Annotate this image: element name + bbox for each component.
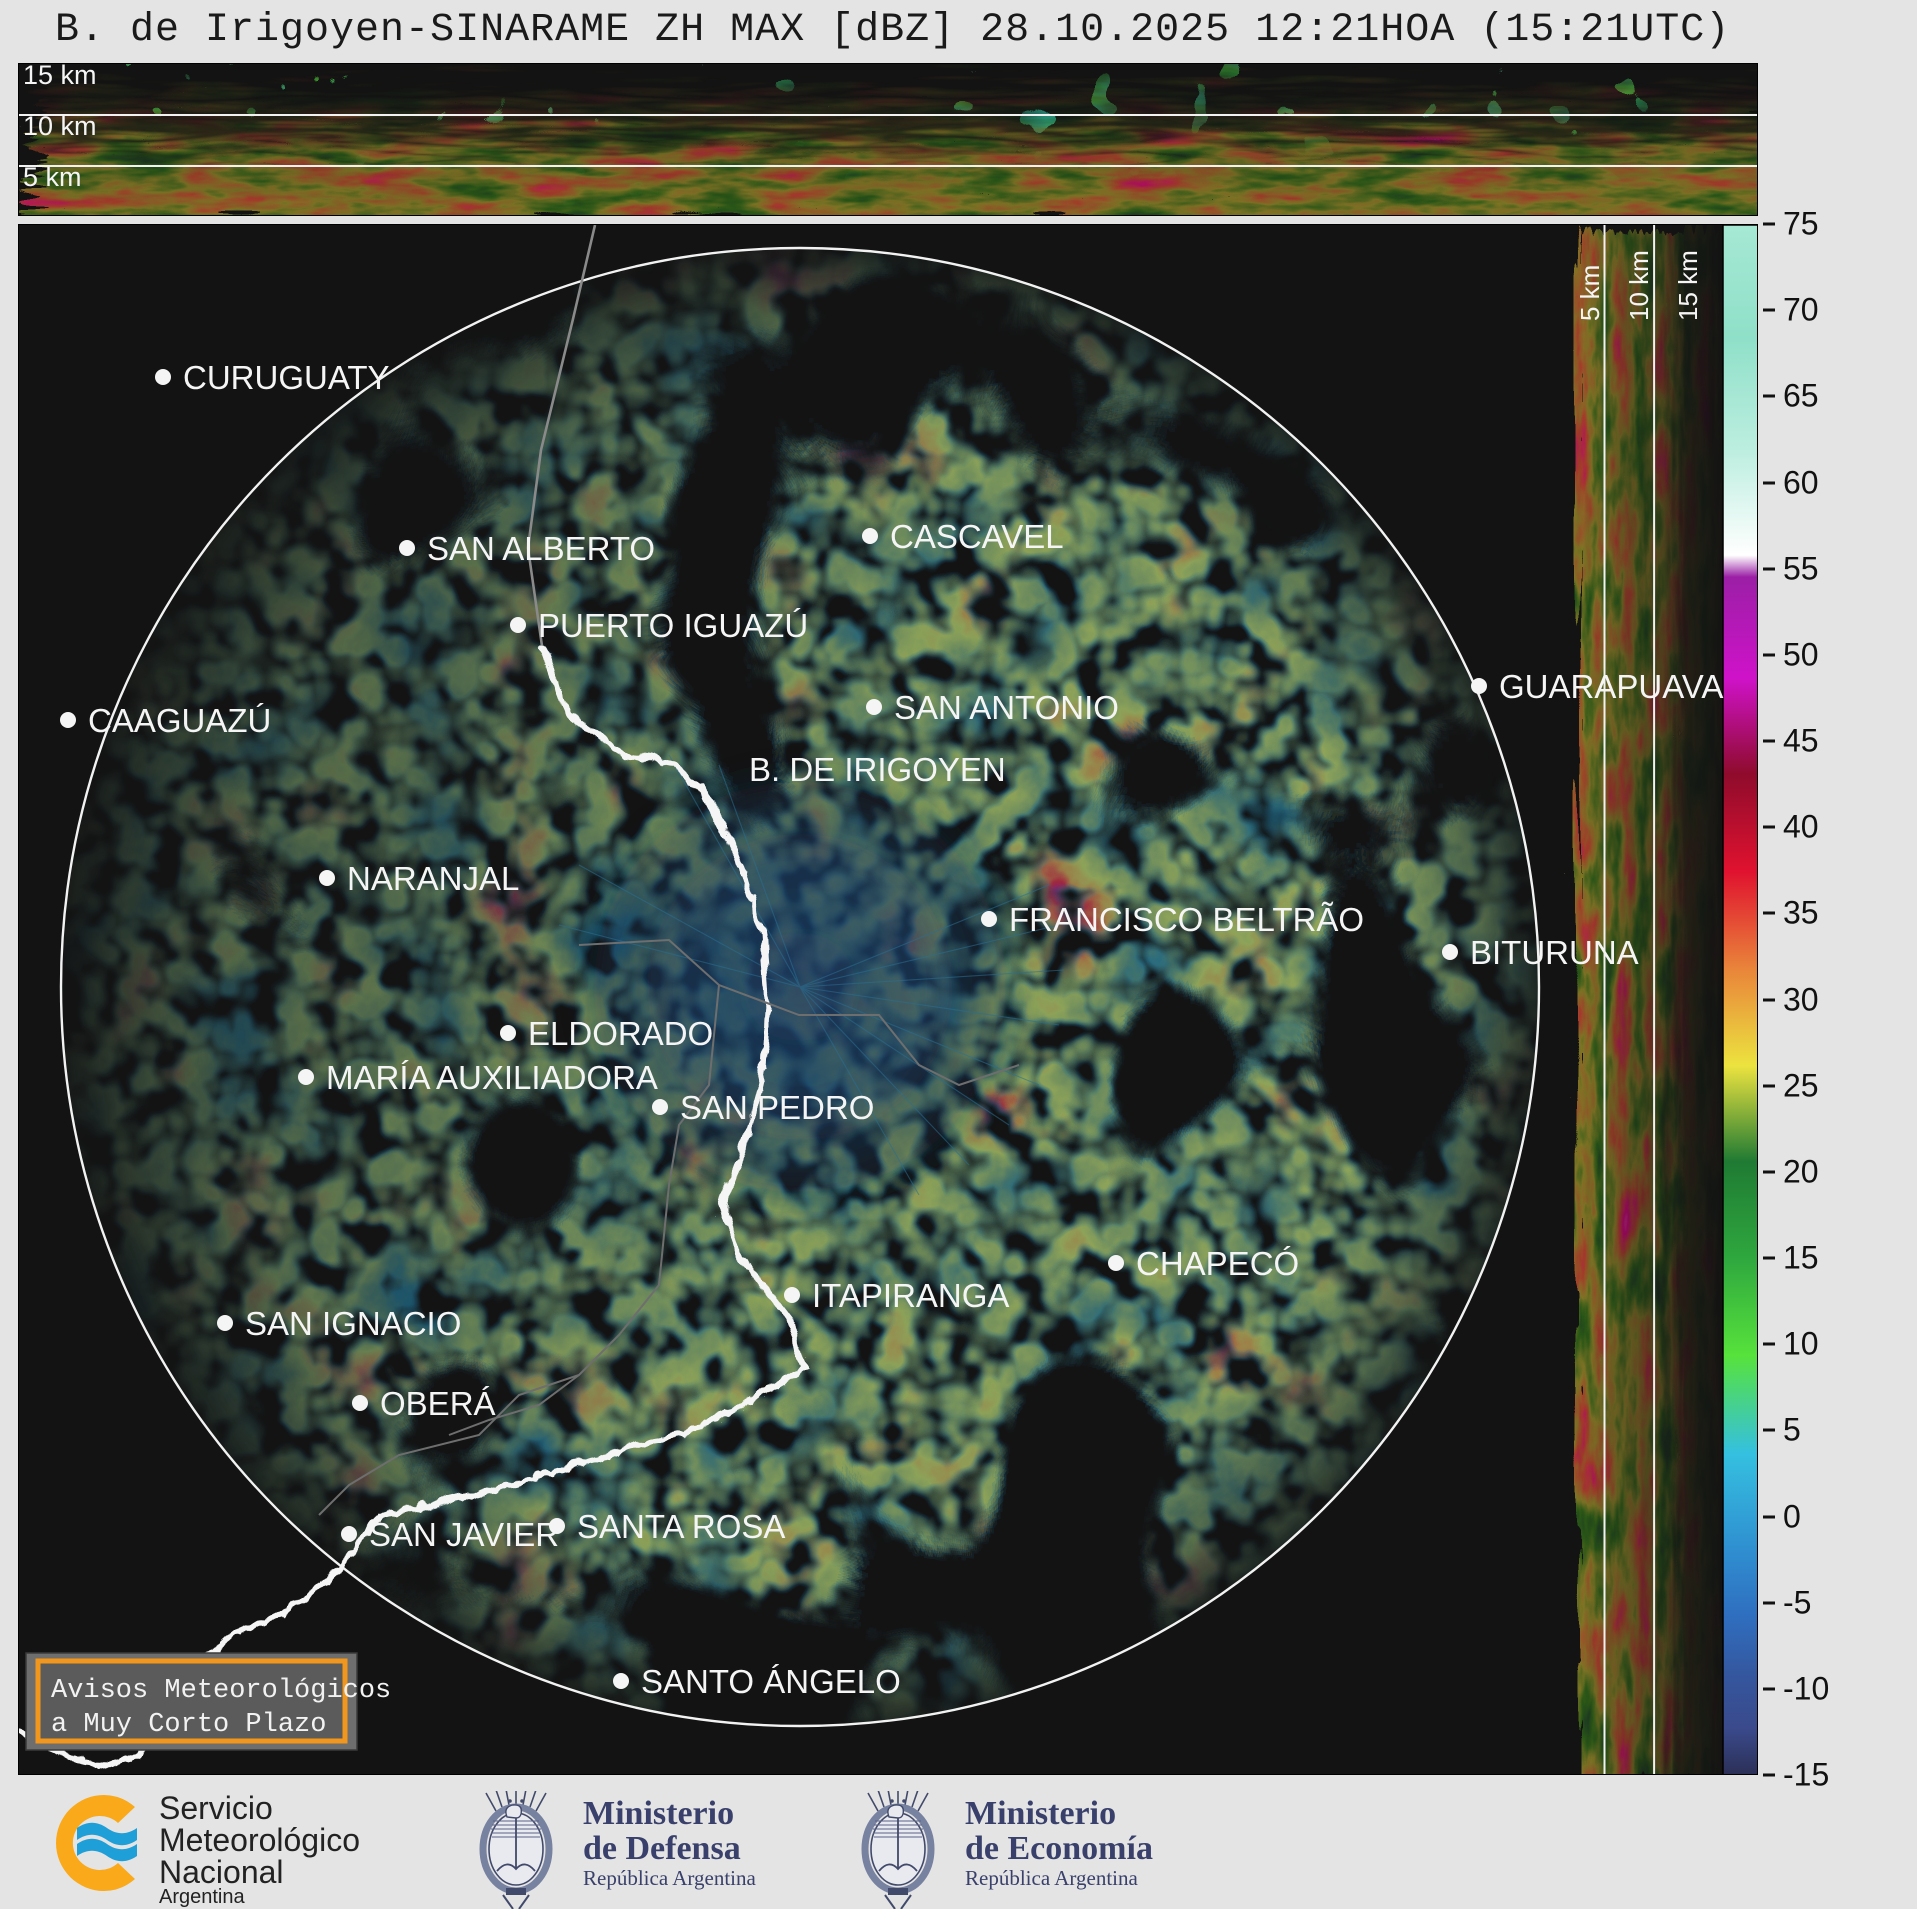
svg-text:5 km: 5 km bbox=[23, 162, 82, 192]
svg-text:Meteorológico: Meteorológico bbox=[159, 1822, 360, 1858]
svg-text:Nacional: Nacional bbox=[159, 1854, 284, 1890]
svg-text:República Argentina: República Argentina bbox=[583, 1866, 756, 1890]
svg-text:CURUGUATY: CURUGUATY bbox=[183, 359, 390, 396]
svg-text:de Economía: de Economía bbox=[965, 1830, 1153, 1867]
svg-text:SAN ANTONIO: SAN ANTONIO bbox=[894, 689, 1119, 726]
svg-text:PUERTO IGUAZÚ: PUERTO IGUAZÚ bbox=[538, 607, 808, 644]
svg-text:CAAGUAZÚ: CAAGUAZÚ bbox=[88, 702, 271, 739]
svg-text:República Argentina: República Argentina bbox=[965, 1866, 1138, 1890]
svg-text:CHAPECÓ: CHAPECÓ bbox=[1136, 1245, 1299, 1282]
svg-text:10 km: 10 km bbox=[23, 111, 97, 141]
svg-text:Avisos Meteorológicos: Avisos Meteorológicos bbox=[51, 1676, 391, 1706]
svg-text:de Defensa: de Defensa bbox=[583, 1830, 741, 1867]
svg-text:CASCAVEL: CASCAVEL bbox=[890, 518, 1064, 555]
svg-text:5 km: 5 km bbox=[1575, 265, 1605, 321]
svg-text:ITAPIRANGA: ITAPIRANGA bbox=[812, 1277, 1009, 1314]
svg-text:SAN PEDRO: SAN PEDRO bbox=[680, 1089, 874, 1126]
svg-text:B. DE IRIGOYEN: B. DE IRIGOYEN bbox=[749, 751, 1006, 788]
svg-text:15 km: 15 km bbox=[1673, 250, 1703, 321]
svg-text:a Muy Corto Plazo: a Muy Corto Plazo bbox=[51, 1710, 326, 1740]
svg-text:Servicio: Servicio bbox=[159, 1791, 273, 1826]
svg-text:SANTA ROSA: SANTA ROSA bbox=[577, 1508, 785, 1545]
svg-text:SAN JAVIER: SAN JAVIER bbox=[369, 1516, 559, 1553]
svg-text:OBERÁ: OBERÁ bbox=[380, 1385, 496, 1422]
svg-text:SAN IGNACIO: SAN IGNACIO bbox=[245, 1305, 461, 1342]
svg-text:GUARAPUAVA: GUARAPUAVA bbox=[1499, 668, 1723, 705]
svg-text:10 km: 10 km bbox=[1624, 250, 1654, 321]
svg-text:Ministerio: Ministerio bbox=[583, 1795, 734, 1832]
svg-text:ELDORADO: ELDORADO bbox=[528, 1015, 713, 1052]
svg-text:Ministerio: Ministerio bbox=[965, 1795, 1116, 1832]
svg-text:SANTO ÁNGELO: SANTO ÁNGELO bbox=[641, 1663, 901, 1700]
svg-text:15 km: 15 km bbox=[23, 64, 97, 90]
svg-text:BITURUNA: BITURUNA bbox=[1470, 934, 1639, 971]
svg-text:SAN ALBERTO: SAN ALBERTO bbox=[427, 530, 655, 567]
svg-text:NARANJAL: NARANJAL bbox=[347, 860, 519, 897]
svg-text:MARÍA AUXILIADORA: MARÍA AUXILIADORA bbox=[326, 1059, 658, 1096]
svg-text:Argentina: Argentina bbox=[159, 1886, 245, 1908]
svg-text:FRANCISCO BELTRÃO: FRANCISCO BELTRÃO bbox=[1009, 901, 1364, 938]
